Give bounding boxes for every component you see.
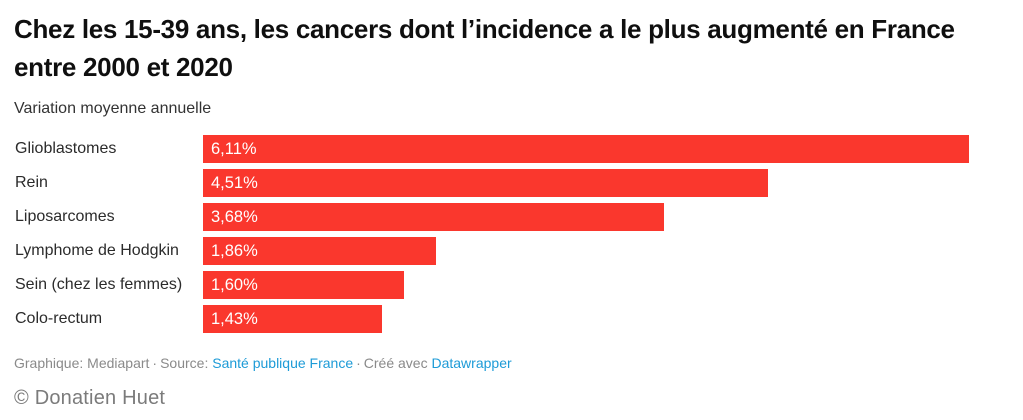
credit-text: Graphique: Mediapart [14, 355, 150, 371]
bar-row: Lymphome de Hodgkin 1,86% [14, 237, 1009, 265]
bar-value-label: 4,51% [211, 173, 258, 192]
category-label: Sein (chez les femmes) [15, 276, 183, 293]
chart-subtitle: Variation moyenne annuelle [14, 100, 212, 117]
copyright-notice: © Donatien Huet [14, 387, 166, 409]
bar-colo-rectum: 1,43% [203, 305, 383, 333]
bar-row: Rein 4,51% [14, 169, 1009, 197]
bar-track: 3,68% [203, 203, 969, 231]
bar-value-label: 1,43% [211, 309, 258, 328]
bar-track: 1,86% [203, 237, 969, 265]
bar-value-label: 1,60% [211, 275, 258, 294]
attribution-line: Graphique: Mediapart · Source: Santé publi… [14, 354, 1009, 372]
bar-track: 1,60% [203, 271, 969, 299]
created-with-label: Créé avec [363, 355, 428, 371]
bar-value-label: 6,11% [211, 139, 257, 158]
category-label: Lymphome de Hodgkin [15, 242, 179, 259]
source-label: Source: [160, 355, 209, 371]
bar-row: Colo-rectum 1,43% [14, 305, 1009, 333]
bar-row: Liposarcomes 3,68% [14, 203, 1009, 231]
category-label: Glioblastomes [15, 140, 117, 157]
bar-value-label: 3,68% [211, 207, 258, 226]
separator-dot: · [356, 355, 361, 371]
source-link[interactable]: Santé publique France [212, 355, 354, 371]
bar-row: Glioblastomes 6,11% [14, 135, 1009, 163]
separator-dot: · [152, 355, 158, 371]
bar-glioblastomes: 6,11% [203, 135, 969, 163]
bar-chart: Glioblastomes 6,11% Rein 4,51% Liposarco… [14, 135, 1009, 333]
bar-lymphome-de-hodgkin: 1,86% [203, 237, 437, 265]
category-label: Rein [15, 174, 48, 191]
bar-sein: 1,60% [203, 271, 404, 299]
chart-title: Chez les 15-39 ans, les cancers dont l’i… [14, 14, 955, 82]
bar-track: 6,11% [203, 135, 969, 163]
bar-track: 4,51% [203, 169, 969, 197]
bar-track: 1,43% [203, 305, 969, 333]
bar-rein: 4,51% [203, 169, 769, 197]
bar-value-label: 1,86% [211, 241, 258, 260]
bar-liposarcomes: 3,68% [203, 203, 665, 231]
datawrapper-link[interactable]: Datawrapper [431, 355, 512, 371]
bar-row: Sein (chez les femmes) 1,60% [14, 271, 1009, 299]
category-label: Liposarcomes [15, 208, 115, 225]
category-label: Colo-rectum [15, 310, 103, 327]
